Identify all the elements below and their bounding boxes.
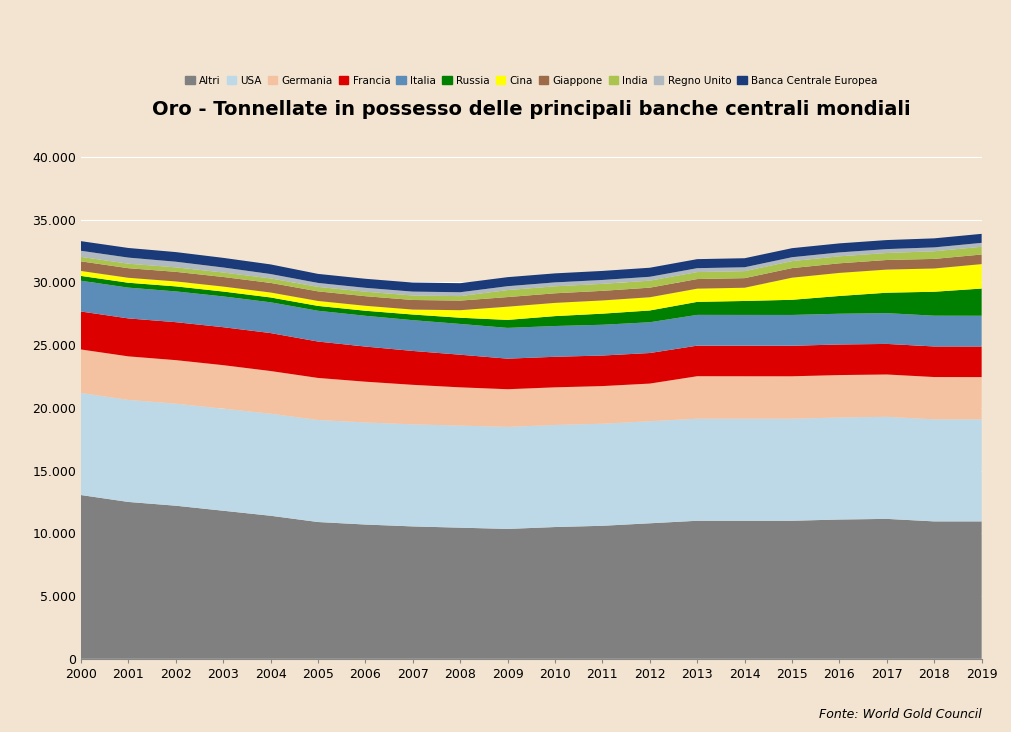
Legend: Altri, USA, Germania, Francia, Italia, Russia, Cina, Giappone, India, Regno Unit: Altri, USA, Germania, Francia, Italia, R… [183,74,879,88]
Title: Oro - Tonnellate in possesso delle principali banche centrali mondiali: Oro - Tonnellate in possesso delle princ… [152,100,910,119]
Text: Fonte: World Gold Council: Fonte: World Gold Council [818,708,981,721]
